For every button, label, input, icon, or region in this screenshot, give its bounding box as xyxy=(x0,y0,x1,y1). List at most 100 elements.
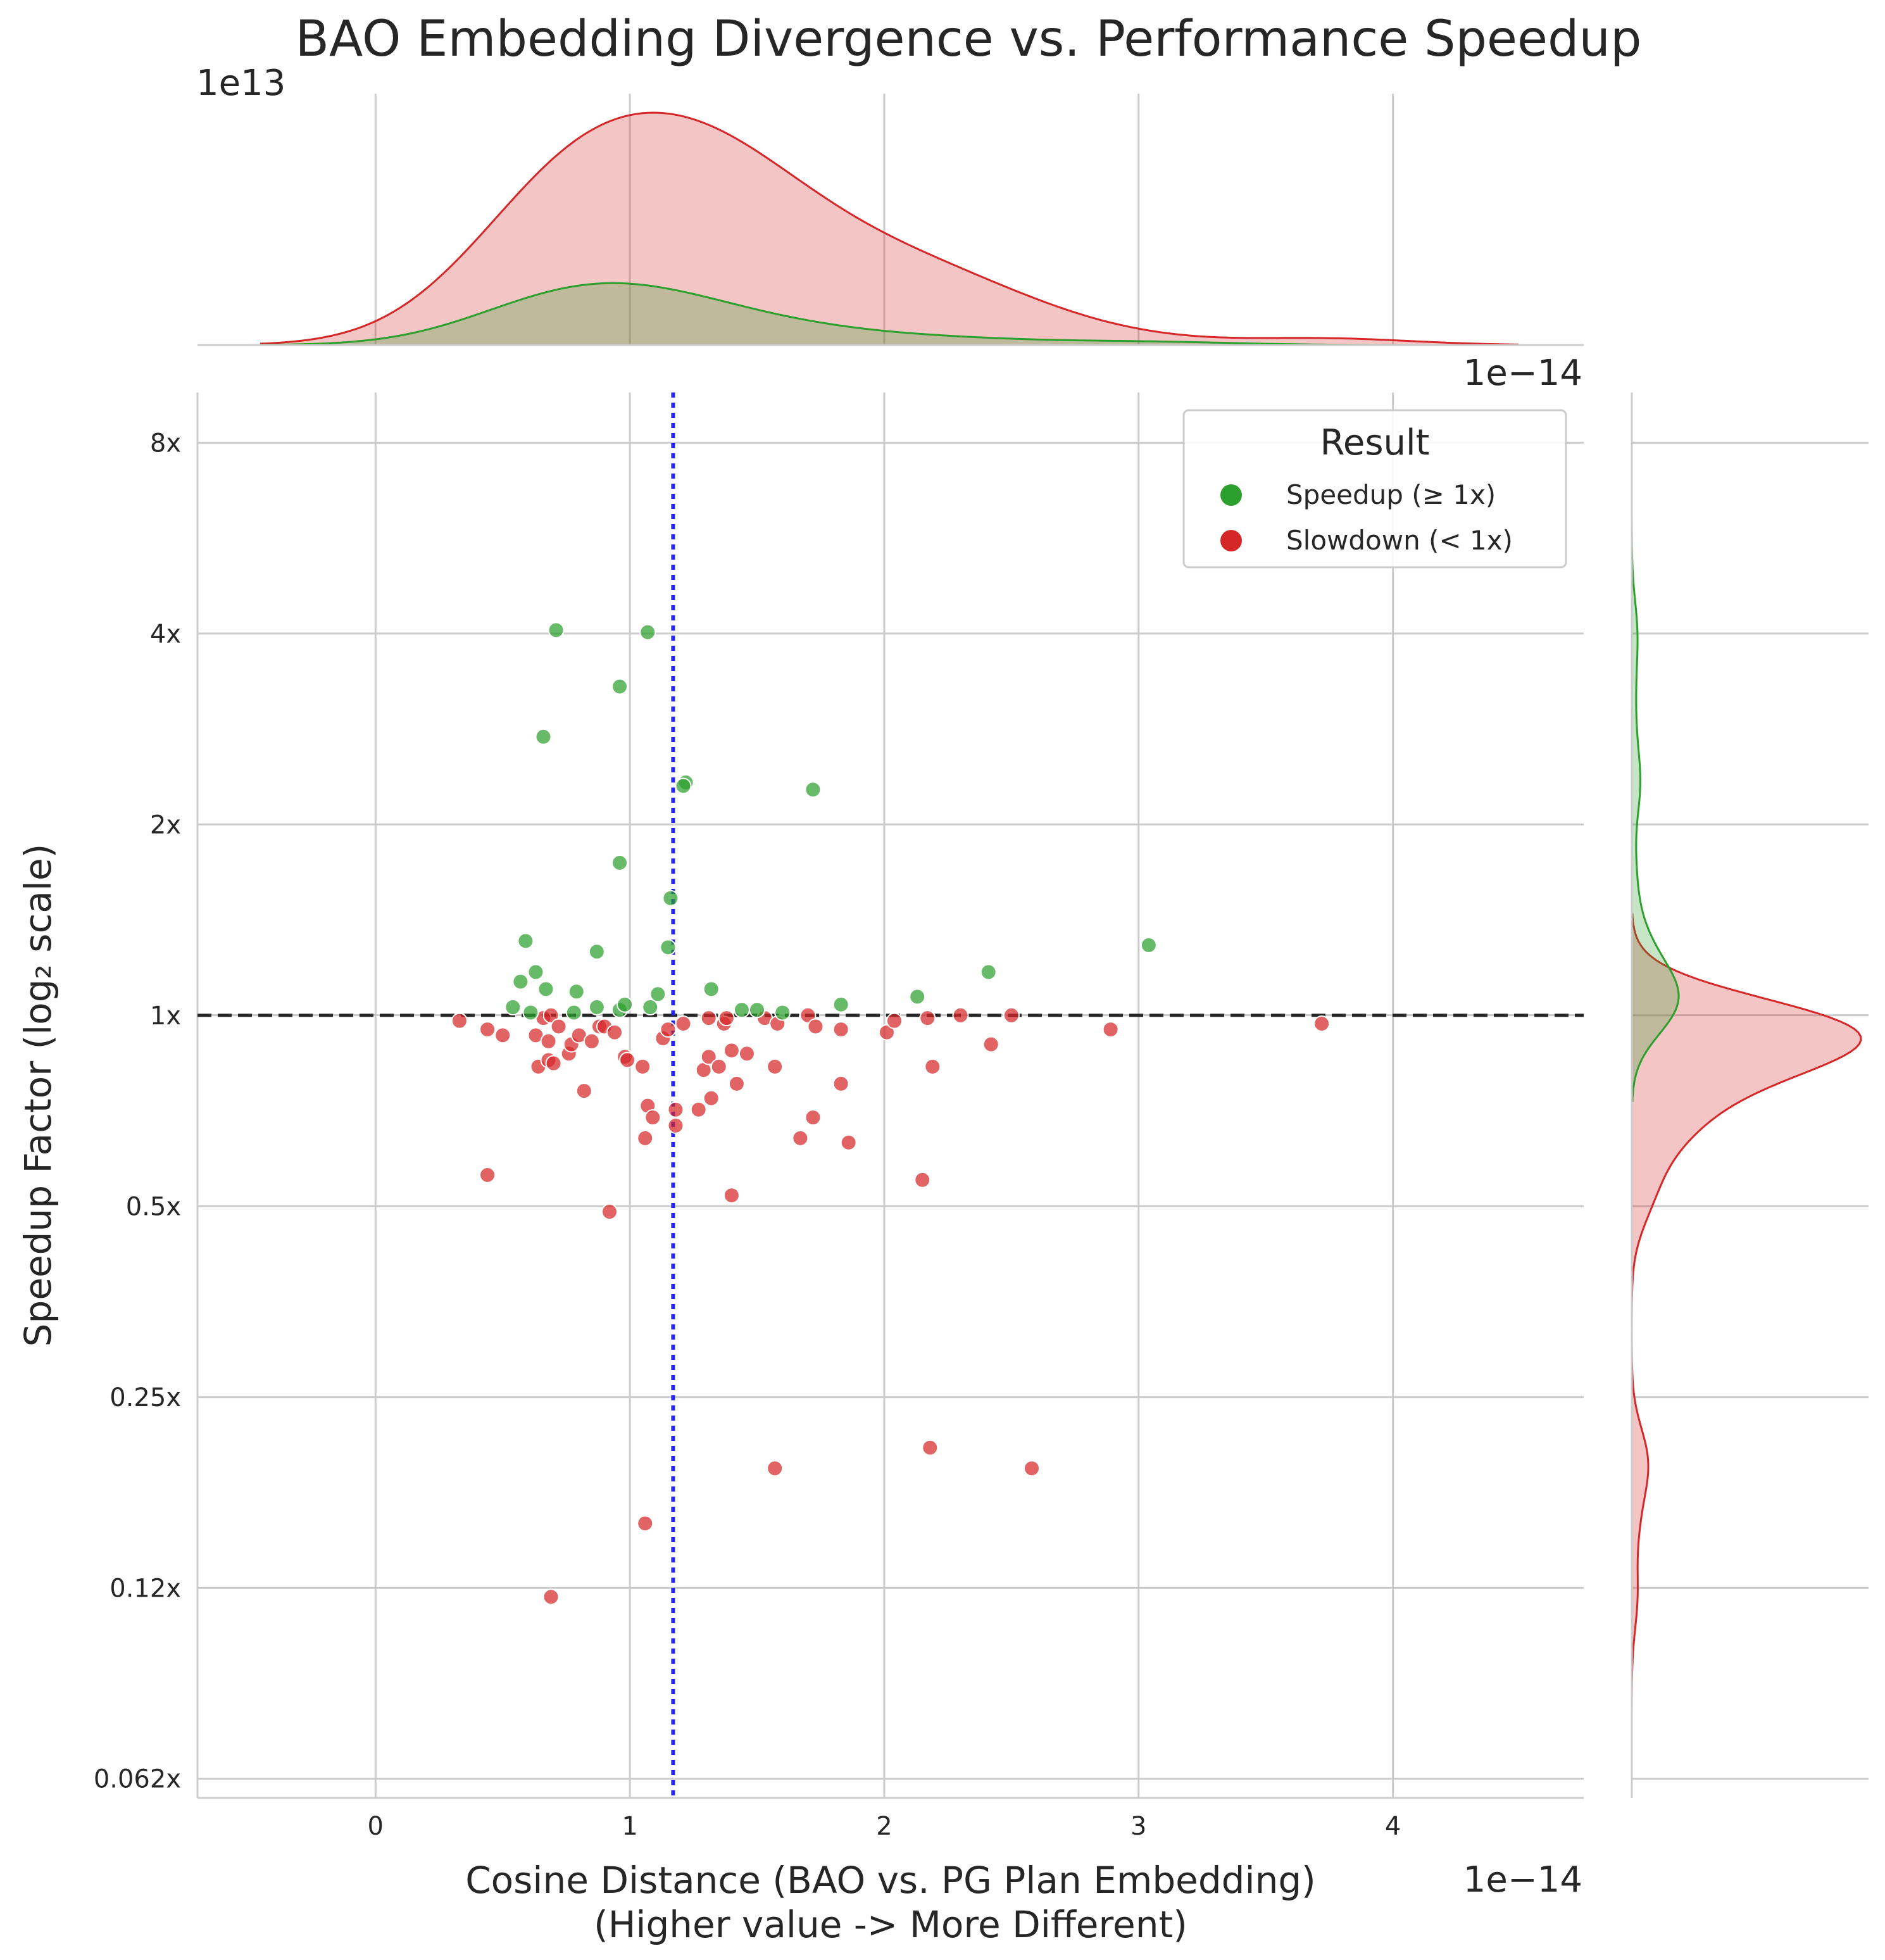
slowdown-point xyxy=(550,1018,567,1035)
speedup-point xyxy=(537,981,554,998)
slowdown-point xyxy=(479,1166,496,1183)
speedup-point xyxy=(588,998,605,1015)
slowdown-point xyxy=(667,1117,684,1134)
x-axis-label-line2: (Higher value -> More Different) xyxy=(594,1903,1187,1946)
slowdown-point xyxy=(723,1187,740,1204)
slowdown-point xyxy=(924,1058,941,1075)
right-kde-speedup xyxy=(1631,463,1680,1102)
x-axis-label-line1: Cosine Distance (BAO vs. PG Plan Embeddi… xyxy=(465,1859,1316,1902)
slowdown-point xyxy=(878,1024,895,1041)
x-axis-offset-label: 1e−14 xyxy=(1463,1859,1582,1900)
top-marginal-kde: 1e13 1e−14 xyxy=(196,63,1584,394)
slowdown-point xyxy=(601,1203,618,1221)
speedup-point xyxy=(522,1004,539,1021)
speedup-point xyxy=(639,624,656,641)
speedup-point xyxy=(980,964,997,981)
legend-title: Result xyxy=(1320,422,1429,463)
x-tick-labels: 0 1 2 3 4 xyxy=(368,1812,1401,1841)
legend-label-speedup: Speedup (≥ 1x) xyxy=(1286,479,1496,510)
y-tick-label: 8x xyxy=(150,429,181,458)
slowdown-point xyxy=(723,1042,740,1059)
slowdown-point xyxy=(451,1012,468,1029)
speedup-point xyxy=(504,998,522,1015)
speedup-point xyxy=(703,981,720,998)
speedup-point xyxy=(1140,937,1157,954)
slowdown-point xyxy=(575,1083,592,1100)
slowdown-point xyxy=(545,1055,562,1072)
slowdown-point xyxy=(1102,1021,1119,1038)
top-marginal-grid xyxy=(374,94,1394,345)
slowdown-point xyxy=(767,1058,784,1075)
main-grid xyxy=(197,393,1584,1798)
speedup-point xyxy=(588,943,605,960)
slowdown-point xyxy=(728,1075,745,1092)
speedup-point xyxy=(568,983,585,1000)
slowdown-point xyxy=(840,1134,857,1151)
right-marginal-grid xyxy=(1632,441,1869,1780)
y-tick-label: 0.25x xyxy=(110,1383,181,1412)
slowdown-point xyxy=(738,1045,755,1062)
speedup-point xyxy=(611,854,629,871)
x-tick-label: 2 xyxy=(876,1812,892,1841)
x-tick-label: 4 xyxy=(1385,1812,1401,1841)
speedup-point xyxy=(675,777,692,795)
speedup-point xyxy=(662,889,679,907)
legend-marker-speedup xyxy=(1220,484,1242,506)
y-tick-label: 4x xyxy=(150,620,181,649)
slowdown-point xyxy=(886,1012,903,1029)
speedup-point xyxy=(749,1002,766,1019)
slowdown-point xyxy=(703,1090,720,1107)
y-tick-label: 0.12x xyxy=(110,1574,181,1603)
slowdown-point xyxy=(675,1015,692,1033)
slowdown-point xyxy=(494,1027,511,1044)
speedup-point xyxy=(832,996,849,1013)
speedup-point xyxy=(642,998,659,1015)
main-scatter-plot: 8x 4x 2x 1x 0.5x 0.25x 0.12x 0.062x 0 1 2 3 4 Cosin… xyxy=(16,393,1584,1946)
legend-frame xyxy=(1182,409,1567,569)
slowdown-point xyxy=(690,1101,707,1118)
top-marginal-x-offset-label: 1e−14 xyxy=(1463,353,1582,394)
slowdown-point xyxy=(644,1109,661,1126)
slowdown-point xyxy=(710,1058,727,1075)
slowdown-point xyxy=(637,1515,654,1532)
slowdown-point xyxy=(832,1075,849,1092)
slowdown-point xyxy=(799,1007,817,1024)
y-tick-labels: 8x 4x 2x 1x 0.5x 0.25x 0.12x 0.062x xyxy=(94,429,181,1794)
top-kde-slowdown xyxy=(260,111,1519,346)
slowdown-point xyxy=(1024,1460,1041,1477)
slowdown-point xyxy=(634,1058,651,1075)
slowdown-point xyxy=(792,1129,809,1146)
speedup-point xyxy=(535,728,552,745)
legend: Result Speedup (≥ 1x) Slowdown (< 1x) xyxy=(1182,409,1567,569)
speedup-point xyxy=(565,1004,582,1021)
speedup-point xyxy=(527,964,544,981)
speedup-point xyxy=(733,1002,750,1019)
speedup-point xyxy=(517,933,534,950)
y-axis-label: Speedup Factor (log₂ scale) xyxy=(16,844,59,1347)
slowdown-point xyxy=(832,1021,849,1038)
slowdown-point xyxy=(922,1439,939,1456)
scatter-points xyxy=(451,622,1331,1605)
slowdown-point xyxy=(952,1007,969,1024)
top-marginal-offset-label: 1e13 xyxy=(196,63,285,104)
x-tick-label: 1 xyxy=(622,1812,637,1841)
chart-title: BAO Embedding Divergence vs. Performance… xyxy=(296,11,1642,68)
slowdown-point xyxy=(982,1036,999,1053)
y-tick-label: 2x xyxy=(150,810,181,839)
slowdown-point xyxy=(479,1021,496,1038)
speedup-point xyxy=(617,996,634,1013)
slowdown-point xyxy=(805,1109,822,1126)
slowdown-point xyxy=(807,1018,824,1035)
slowdown-point xyxy=(542,1588,560,1605)
slowdown-point xyxy=(540,1033,557,1050)
slowdown-point xyxy=(718,1010,735,1027)
slowdown-point xyxy=(1003,1007,1020,1024)
speedup-point xyxy=(909,988,926,1005)
speedup-point xyxy=(611,678,629,695)
slowdown-point xyxy=(606,1024,623,1041)
slowdown-point xyxy=(667,1101,684,1118)
slowdown-point xyxy=(919,1010,936,1027)
slowdown-point xyxy=(583,1033,600,1050)
y-tick-label: 0.062x xyxy=(94,1765,181,1794)
